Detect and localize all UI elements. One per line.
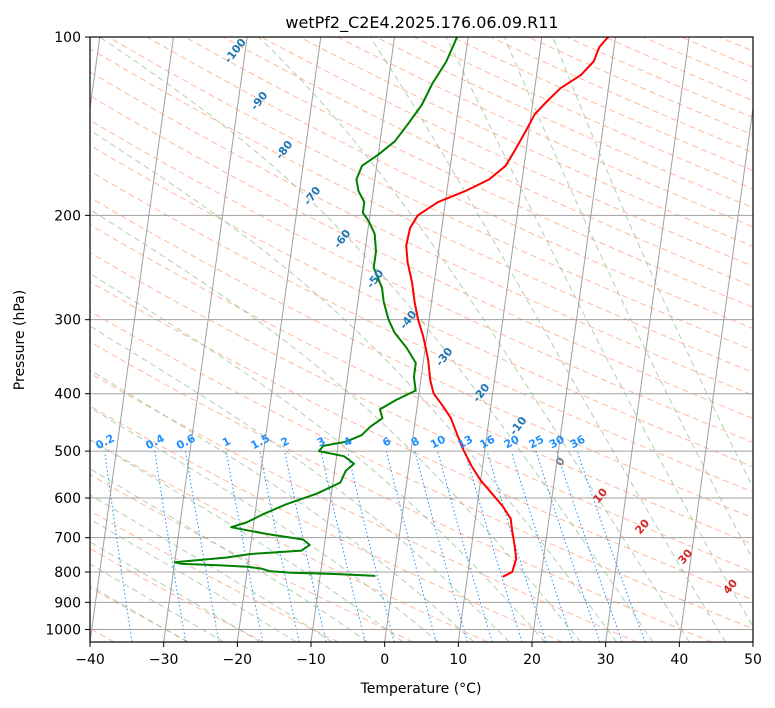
- y-tick-label: 500: [54, 444, 81, 460]
- dry-adiabat-line: [108, 37, 753, 351]
- mixing-ratio-line: [225, 451, 264, 642]
- y-tick-label: 900: [54, 595, 81, 611]
- x-tick-label: 50: [744, 652, 762, 668]
- mixing-ratio-label: 30: [547, 433, 567, 452]
- dry-adiabat-line: [90, 95, 753, 420]
- dry-adiabat-line: [90, 547, 264, 642]
- x-axis-title: Temperature (°C): [360, 681, 482, 697]
- x-tick-label: −40: [75, 652, 105, 668]
- dry-adiabat-line: [90, 71, 753, 396]
- moist-adiabat-line: [90, 439, 404, 642]
- temperature-series-line: [405, 37, 609, 578]
- mixing-ratio-line: [486, 450, 547, 642]
- plot-frame: [89, 36, 754, 643]
- isotherm-line: [90, 37, 174, 642]
- mixing-ratio-line: [284, 451, 327, 642]
- dewpoint-series-line: [173, 37, 459, 577]
- x-tick-label: 30: [597, 652, 615, 668]
- y-tick-label: 100: [54, 30, 81, 46]
- moist-adiabat-line: [90, 585, 188, 642]
- isotherm-line: [90, 37, 101, 112]
- dry-adiabat-line: [90, 170, 753, 493]
- mixing-ratio-line: [535, 450, 601, 642]
- mixing-ratio-line: [576, 450, 646, 642]
- moist-adiabat-line: [90, 325, 510, 642]
- dry-adiabat-line: [90, 372, 638, 642]
- isotherm-line: [605, 37, 690, 642]
- x-tick-label: 20: [523, 652, 541, 668]
- dry-adiabat-line: [90, 405, 563, 642]
- dry-adiabat-line: [90, 224, 753, 545]
- isotherm-line: [310, 37, 395, 642]
- y-tick-label: 700: [54, 531, 81, 547]
- mixing-ratio-label: 20: [502, 433, 522, 452]
- mixing-ratio-line: [320, 451, 366, 642]
- isotherm-line: [236, 37, 322, 642]
- dry-adiabat-line: [90, 280, 753, 601]
- y-tick-label: 300: [54, 313, 81, 329]
- dry-adiabat-line: [90, 197, 753, 519]
- y-tick-label: 200: [54, 208, 81, 224]
- isotherm-line: [531, 37, 616, 642]
- moist-adiabat-line: [90, 273, 546, 642]
- x-tick-label: 0: [380, 652, 389, 668]
- moist-adiabat-line: [90, 541, 261, 642]
- y-tick-label: 600: [54, 491, 81, 507]
- mixing-ratio-line: [464, 450, 523, 642]
- mixing-ratio-label: 36: [568, 433, 588, 452]
- dry-adiabat-line: [90, 341, 712, 642]
- dry-adiabat-line: [90, 510, 339, 642]
- moist-adiabat-line: [258, 37, 690, 642]
- isotherm-line: [384, 37, 469, 642]
- mixing-ratio-label: 16: [478, 433, 498, 452]
- isotherm-line: [163, 37, 248, 642]
- y-axis: 1000 900 800 700 600 500 400 300 200 100: [45, 30, 90, 638]
- mixing-ratio-line: [259, 451, 300, 642]
- mixing-ratio-label: 13: [455, 433, 475, 452]
- chart-title: wetPf2_C2E4.2025.176.06.09.R11: [285, 13, 558, 33]
- moist-adiabat-line: [445, 37, 753, 628]
- x-tick-label: −10: [296, 652, 326, 668]
- mixing-ratio-line: [510, 450, 574, 642]
- mixing-ratio-line: [385, 450, 437, 642]
- y-tick-label: 800: [54, 565, 81, 581]
- series-layer: [173, 37, 609, 578]
- dry-adiabat-line: [757, 37, 775, 642]
- x-tick-label: 40: [670, 652, 688, 668]
- moist-adiabat-line: [90, 468, 368, 642]
- moist-adiabat-line: [552, 37, 753, 489]
- moist-adiabat-line: [369, 37, 727, 642]
- y-tick-label: 1000: [45, 622, 81, 638]
- dry-adiabat-line: [146, 37, 753, 330]
- x-axis: −40 −30 −20 −10 0 10 20 30 40 50: [75, 642, 762, 668]
- mixing-ratio-line: [437, 450, 493, 642]
- pressure-gridlines: [90, 37, 753, 630]
- x-tick-label: 10: [449, 652, 467, 668]
- x-tick-label: −30: [149, 652, 179, 668]
- mixing-ratio-label: 10: [428, 433, 448, 452]
- moist-adiabat-line: [99, 37, 654, 642]
- moist-adiabat-line: [90, 369, 475, 642]
- plot-area: [90, 37, 753, 642]
- dry-adiabat-line: [90, 310, 753, 630]
- mixing-ratio-label: 25: [527, 433, 547, 452]
- y-axis-title: Pressure (hPa): [12, 290, 28, 390]
- mixing-ratio-line: [414, 450, 468, 642]
- x-tick-label: −20: [223, 652, 253, 668]
- dry-adiabat-line: [222, 37, 753, 288]
- moist-adiabat-line: [90, 563, 225, 642]
- isotherm-line: [457, 37, 543, 642]
- y-tick-label: 400: [54, 387, 81, 403]
- isotherm-line: [678, 104, 753, 642]
- moist-adiabat-line: [90, 518, 297, 642]
- background-lines: [90, 37, 775, 642]
- mixing-ratio-line: [556, 450, 623, 642]
- dry-adiabat-line: [90, 144, 753, 468]
- isotherm-line: [752, 638, 753, 642]
